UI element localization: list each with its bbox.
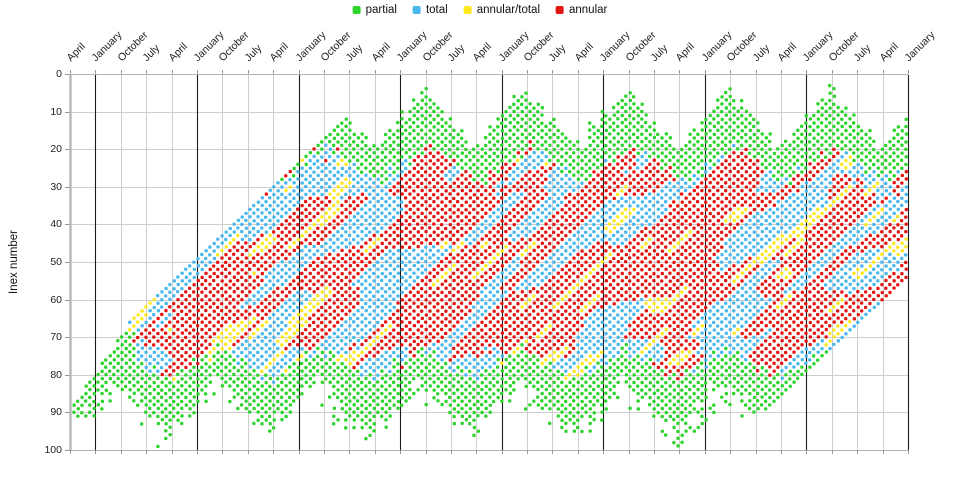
legend: partial total annular/total annular xyxy=(352,4,607,16)
legend-item-annular-total: annular/total xyxy=(463,4,540,16)
y-tick-label: 90 xyxy=(50,406,62,419)
legend-label: annular xyxy=(569,4,608,16)
y-tick-label: 100 xyxy=(44,444,62,456)
legend-swatch-icon xyxy=(556,6,564,14)
y-tick-label: 80 xyxy=(50,368,62,381)
legend-swatch-icon xyxy=(412,6,421,14)
legend-swatch-icon xyxy=(463,6,472,14)
y-tick-label: 50 xyxy=(50,256,62,268)
legend-item-annular: annular xyxy=(556,4,607,16)
y-tick-label: 10 xyxy=(50,105,62,118)
y-tick-label: 40 xyxy=(50,218,62,231)
y-tick-label: 30 xyxy=(50,180,62,193)
legend-label: annular/total xyxy=(476,4,540,16)
legend-item-total: total xyxy=(412,4,448,16)
legend-label: total xyxy=(425,4,448,16)
legend-label: partial xyxy=(365,4,397,16)
y-tick-label: 70 xyxy=(50,331,62,344)
y-axis-title: Inex number xyxy=(8,230,20,294)
y-tick-label: 20 xyxy=(50,143,62,156)
y-tick-label: 60 xyxy=(50,293,62,306)
legend-item-partial: partial xyxy=(352,4,397,16)
legend-swatch-icon xyxy=(352,6,361,14)
y-tick-label: 0 xyxy=(56,68,62,80)
